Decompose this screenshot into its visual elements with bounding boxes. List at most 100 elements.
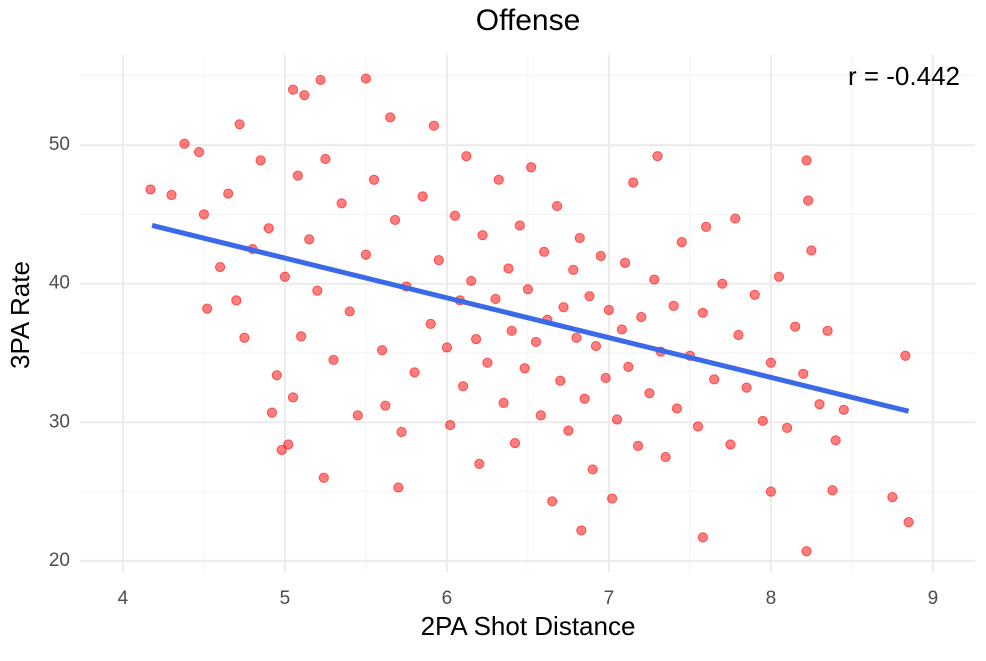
point bbox=[547, 496, 558, 507]
point bbox=[697, 307, 708, 318]
point bbox=[417, 191, 428, 202]
point bbox=[380, 400, 391, 411]
point bbox=[717, 278, 728, 289]
x-tick-label: 8 bbox=[766, 588, 777, 609]
point bbox=[730, 213, 741, 224]
point bbox=[757, 415, 768, 427]
point bbox=[239, 332, 250, 343]
point bbox=[551, 200, 563, 212]
point bbox=[806, 245, 817, 256]
point bbox=[773, 271, 785, 282]
point bbox=[352, 410, 363, 421]
point bbox=[477, 230, 488, 241]
point bbox=[671, 403, 683, 414]
point bbox=[623, 361, 634, 372]
point bbox=[590, 340, 602, 352]
point bbox=[336, 198, 347, 209]
point bbox=[576, 525, 587, 536]
point bbox=[425, 318, 436, 329]
point bbox=[283, 439, 294, 450]
point bbox=[263, 223, 274, 234]
point bbox=[482, 357, 493, 368]
point bbox=[320, 153, 331, 165]
point bbox=[603, 304, 615, 316]
chart-title: Offense bbox=[476, 4, 581, 37]
point bbox=[558, 302, 569, 313]
point bbox=[344, 306, 355, 317]
y-tick-label: 30 bbox=[49, 411, 70, 432]
point bbox=[697, 532, 708, 543]
point bbox=[360, 249, 372, 260]
point bbox=[296, 331, 307, 342]
trend-line bbox=[151, 223, 910, 414]
point bbox=[619, 257, 631, 269]
point bbox=[145, 184, 156, 195]
point bbox=[470, 334, 482, 345]
point bbox=[266, 407, 278, 418]
point bbox=[587, 464, 598, 475]
point bbox=[539, 246, 550, 257]
point bbox=[385, 112, 396, 123]
point bbox=[733, 329, 744, 341]
point bbox=[555, 375, 566, 386]
point bbox=[389, 214, 401, 226]
point bbox=[668, 300, 679, 311]
point bbox=[790, 321, 801, 332]
y-tick-label: 40 bbox=[49, 273, 70, 294]
point bbox=[798, 368, 809, 379]
point bbox=[830, 435, 841, 446]
point bbox=[887, 492, 898, 503]
y-tick-label: 20 bbox=[49, 550, 70, 571]
point bbox=[632, 440, 644, 451]
point bbox=[441, 342, 453, 353]
point bbox=[445, 419, 456, 431]
point bbox=[287, 84, 299, 95]
point bbox=[903, 517, 914, 528]
point bbox=[749, 289, 760, 300]
point bbox=[193, 146, 205, 158]
point bbox=[276, 444, 287, 456]
point bbox=[563, 425, 574, 436]
point bbox=[636, 311, 647, 323]
point bbox=[299, 90, 310, 101]
point bbox=[611, 414, 623, 425]
point bbox=[607, 493, 618, 504]
point bbox=[328, 354, 339, 366]
point bbox=[519, 363, 530, 374]
point bbox=[503, 263, 514, 274]
point bbox=[571, 332, 582, 343]
x-tick-label: 5 bbox=[280, 588, 291, 609]
point bbox=[822, 325, 833, 336]
point bbox=[574, 232, 585, 244]
point bbox=[490, 293, 501, 305]
annotation: r = -0.442 bbox=[848, 61, 960, 91]
point bbox=[396, 426, 407, 438]
point bbox=[234, 119, 245, 130]
point bbox=[304, 234, 315, 245]
point bbox=[458, 381, 469, 392]
point bbox=[644, 388, 655, 399]
point bbox=[493, 174, 504, 185]
point bbox=[166, 189, 177, 201]
point bbox=[579, 393, 590, 404]
point bbox=[814, 399, 825, 410]
point bbox=[900, 350, 911, 361]
point bbox=[433, 255, 444, 266]
point bbox=[801, 155, 812, 166]
point bbox=[568, 264, 579, 275]
point bbox=[660, 451, 671, 463]
point bbox=[198, 209, 210, 220]
point bbox=[514, 220, 525, 231]
x-tick-label: 4 bbox=[118, 588, 129, 609]
point bbox=[692, 421, 704, 432]
point bbox=[526, 162, 537, 173]
x-axis-label: 2PA Shot Distance bbox=[421, 611, 636, 641]
point bbox=[801, 546, 812, 557]
point bbox=[498, 397, 509, 409]
point bbox=[223, 188, 234, 199]
point bbox=[215, 261, 226, 273]
point bbox=[179, 138, 190, 149]
point bbox=[765, 357, 776, 368]
point bbox=[700, 221, 712, 232]
